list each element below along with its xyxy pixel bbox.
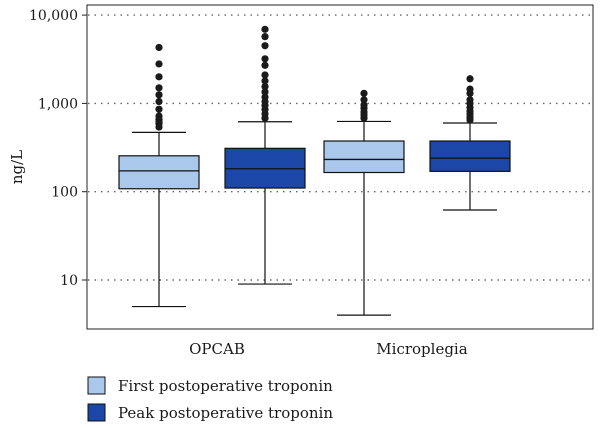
x-axis-category-labels: OPCAB Microplegia bbox=[189, 340, 468, 358]
legend-swatch bbox=[87, 403, 106, 422]
legend-label: Peak postoperative troponin bbox=[118, 404, 333, 422]
y-tick-label: 10,000 bbox=[29, 8, 78, 24]
outlier-point bbox=[261, 61, 269, 69]
outlier-point bbox=[261, 71, 269, 79]
box-first-opcab bbox=[118, 43, 200, 308]
outlier-point bbox=[261, 33, 269, 41]
outlier-point bbox=[261, 55, 269, 63]
y-axis-label: ng/L bbox=[8, 150, 26, 184]
outlier-point bbox=[466, 96, 474, 104]
iqr-box bbox=[429, 140, 511, 172]
category-label: Microplegia bbox=[376, 340, 467, 358]
outlier-point bbox=[261, 25, 269, 33]
outlier-point bbox=[155, 43, 163, 52]
category-label: OPCAB bbox=[189, 340, 245, 358]
outlier-point bbox=[261, 77, 269, 85]
outlier-point bbox=[261, 93, 269, 101]
box-series bbox=[118, 25, 511, 316]
outlier-point bbox=[466, 85, 474, 93]
outlier-point bbox=[155, 73, 163, 81]
outlier-point bbox=[466, 75, 474, 83]
outlier-point bbox=[155, 84, 163, 92]
y-tick-label: 10 bbox=[60, 273, 78, 289]
outlier-point bbox=[155, 91, 163, 99]
y-tick-label: 1,000 bbox=[38, 96, 78, 112]
y-tick-label: 100 bbox=[51, 185, 78, 201]
iqr-box bbox=[118, 155, 200, 190]
outlier-point bbox=[360, 96, 368, 104]
outlier-point bbox=[155, 60, 163, 68]
outlier-point bbox=[261, 88, 269, 96]
outlier-point bbox=[360, 101, 368, 109]
outlier-point bbox=[261, 42, 269, 50]
legend: First postoperative troponin Peak postope… bbox=[87, 376, 333, 422]
box-peak-microplegia bbox=[429, 75, 511, 211]
box-peak-opcab bbox=[224, 25, 306, 285]
outlier-point bbox=[155, 105, 163, 113]
outlier-point bbox=[155, 97, 163, 106]
legend-label: First postoperative troponin bbox=[118, 377, 333, 395]
box-first-microplegia bbox=[323, 89, 405, 316]
outlier-point bbox=[360, 89, 368, 97]
iqr-box bbox=[323, 140, 405, 174]
plot-frame bbox=[86, 4, 594, 330]
outlier-point bbox=[155, 112, 163, 120]
outlier-point bbox=[261, 82, 269, 91]
legend-swatch bbox=[87, 376, 106, 395]
y-axis-ticks: 10 100 1,000 10,000 bbox=[29, 8, 87, 289]
